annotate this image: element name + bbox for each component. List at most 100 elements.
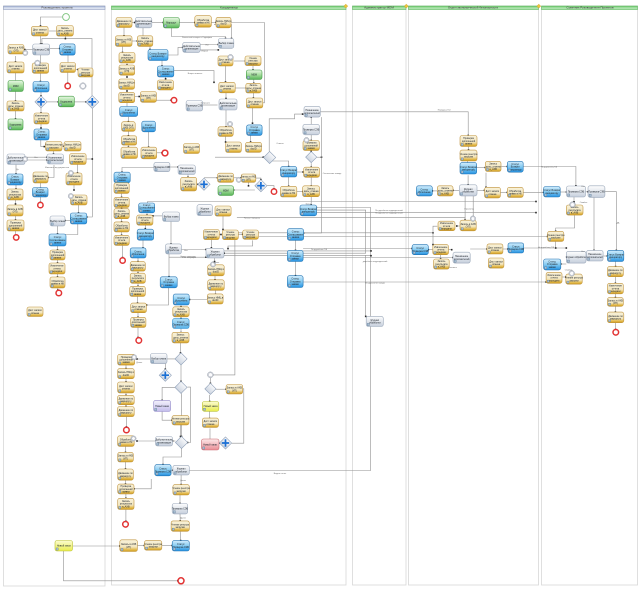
svg-text:в_АХВ: в_АХВ: [177, 313, 185, 316]
svg-text:отмена: отмена: [488, 193, 497, 196]
svg-text:в_АХВ: в_АХВ: [134, 280, 142, 283]
svg-text:отмена: отмена: [36, 31, 45, 34]
svg-text:заявки в НК: заявки в НК: [197, 22, 211, 25]
svg-text:Советник Руководителя Проектов: Советник Руководителя Проектов: [566, 5, 614, 9]
svg-text:(УП): (УП): [121, 41, 126, 44]
svg-text:даты_отмена: даты_отмена: [71, 199, 86, 202]
svg-text:Передача ГШ: Передача ГШ: [438, 109, 451, 111]
svg-text:Новый заказ: Новый заказ: [57, 545, 71, 548]
svg-text:отчета: отчета: [141, 219, 149, 222]
svg-text:Обработка: Обработка: [123, 150, 136, 153]
svg-text:Статус: Статус: [11, 176, 19, 179]
svg-text:заявки: заявки: [135, 324, 143, 327]
svg-text:Обработка: Обработка: [197, 19, 210, 22]
svg-text:заявки: заявки: [37, 70, 45, 73]
svg-text:Извлечение: Извлечение: [115, 199, 129, 202]
svg-text:Запись: Запись: [75, 196, 84, 199]
svg-text:Отправка: Отправка: [547, 263, 558, 266]
svg-text:в_АХВ: в_АХВ: [61, 32, 69, 35]
svg-text:отмена: отмена: [12, 68, 21, 71]
svg-text:обработки: обработки: [199, 210, 211, 213]
svg-text:Движение по: Движение по: [119, 409, 134, 412]
svg-text:Движение по: Движение по: [608, 269, 623, 272]
svg-text:Статус: Статус: [177, 543, 185, 546]
svg-text:отмена: отмена: [64, 68, 73, 71]
svg-text:Новый заказ: Новый заказ: [155, 405, 169, 408]
svg-text:передачи: передачи: [435, 251, 446, 254]
svg-text:Запись НМЦ в: Запись НМЦ в: [118, 371, 135, 374]
svg-text:Дист записи: Дист записи: [119, 385, 133, 388]
svg-text:инициатору: инициатору: [9, 181, 23, 184]
svg-text:На доработку ГШ: На доработку ГШ: [538, 247, 554, 249]
svg-text:заявки в НК: заявки в НК: [51, 283, 65, 286]
svg-text:docID: docID: [213, 270, 220, 273]
svg-text:Руководитель проекта: Руководитель проекта: [41, 5, 72, 9]
svg-text:(УП): (УП): [126, 546, 131, 549]
svg-text:Движение по: Движение по: [218, 175, 233, 178]
svg-text:отмена: отмена: [135, 308, 144, 311]
svg-text:По доработке подразделений: По доработке подразделений: [375, 209, 403, 212]
svg-text:в_АХВ: в_АХВ: [250, 90, 258, 93]
svg-text:Журнал: Журнал: [464, 188, 473, 191]
svg-text:Чтение реестра: Чтение реестра: [171, 524, 189, 527]
svg-text:Далее: Далее: [180, 518, 187, 520]
svg-text:Проверка СЭБ: Проверка СЭБ: [508, 248, 525, 251]
svg-text:Статус: Статус: [159, 468, 167, 471]
svg-text:обработки: обработки: [209, 253, 221, 256]
svg-text:Проверка СЭБ: Проверка СЭБ: [172, 508, 189, 511]
svg-text:даты_отмена: даты_отмена: [304, 190, 319, 193]
svg-text:заявки: заявки: [143, 209, 151, 212]
svg-text:Запись в АХВ: Запись в АХВ: [141, 94, 157, 97]
svg-text:отчета: отчета: [70, 178, 78, 181]
svg-text:Запись НМЦ в: Запись НМЦ в: [207, 296, 224, 299]
svg-text:результата: результата: [175, 311, 188, 314]
svg-text:Выбор плана: Выбор плана: [164, 216, 179, 219]
svg-text:загрузки: загрузки: [551, 237, 561, 240]
svg-text:заявки в НК: заявки в НК: [115, 227, 129, 230]
svg-text:Журнал: Журнал: [211, 251, 220, 254]
svg-text:(УП): (УП): [124, 70, 129, 73]
svg-text:передачи: передачи: [206, 236, 217, 239]
svg-text:исполнителей: исполнителей: [587, 256, 603, 259]
svg-text:передачи: передачи: [69, 181, 80, 184]
svg-text:Статус Возврат: Статус Возврат: [607, 253, 625, 256]
svg-text:организация: организация: [184, 48, 199, 51]
svg-text:Исполнена: Исполнена: [175, 300, 188, 303]
svg-text:Ошибка: Ошибка: [565, 270, 573, 272]
svg-text:Возврат: Возврат: [511, 166, 521, 169]
svg-text:обработки: обработки: [462, 191, 474, 194]
svg-text:Чтение реестра: Чтение реестра: [547, 234, 565, 237]
svg-text:Запись: Запись: [185, 180, 194, 183]
svg-text:Обработка: Обработка: [116, 224, 129, 227]
svg-text:Отправка: Отправка: [62, 48, 73, 51]
svg-text:заявки: заявки: [292, 236, 300, 239]
svg-text:Запись НМЦ в: Запись НМЦ в: [65, 144, 82, 147]
svg-text:отмена: отмена: [223, 88, 232, 91]
svg-text:результата: результата: [9, 193, 22, 196]
svg-text:Проверка: Проверка: [52, 251, 63, 254]
svg-text:отмена: отмена: [219, 211, 228, 214]
svg-text:Обработка: Обработка: [220, 129, 233, 132]
svg-text:Дист записи: Дист записи: [61, 65, 75, 68]
svg-text:даты_отмена: даты_отмена: [8, 105, 23, 108]
svg-text:инициатору: инициатору: [139, 235, 153, 238]
svg-text:Извлечение: Извлечение: [305, 168, 319, 171]
svg-text:Назначение: Назначение: [455, 255, 469, 258]
svg-text:Проверка СЭБ: Проверка СЭБ: [173, 546, 190, 549]
svg-text:передачи: передачи: [610, 290, 621, 293]
svg-text:заявки: заявки: [54, 257, 62, 260]
svg-text:Статус: Статус: [125, 109, 133, 112]
svg-text:Далее: Далее: [136, 362, 143, 364]
svg-text:дополнений: дополнений: [9, 224, 23, 227]
svg-text:в_АХВ: в_АХВ: [185, 186, 193, 189]
svg-text:маршруту: маршруту: [610, 318, 622, 321]
svg-text:результата: результата: [121, 57, 134, 60]
svg-text:Обработка: Обработка: [509, 190, 522, 193]
svg-text:Статус Возврат: Статус Возврат: [280, 169, 298, 172]
svg-text:Дист записи: Дист записи: [488, 246, 502, 249]
svg-text:инициатору: инициатору: [462, 168, 476, 171]
svg-text:передачи: передачи: [306, 174, 317, 177]
svg-text:маршруту: маршруту: [220, 178, 232, 181]
svg-text:Отдел экономической безопаснос: Отдел экономической безопасности: [448, 5, 499, 9]
svg-text:Статус: Статус: [416, 247, 424, 250]
